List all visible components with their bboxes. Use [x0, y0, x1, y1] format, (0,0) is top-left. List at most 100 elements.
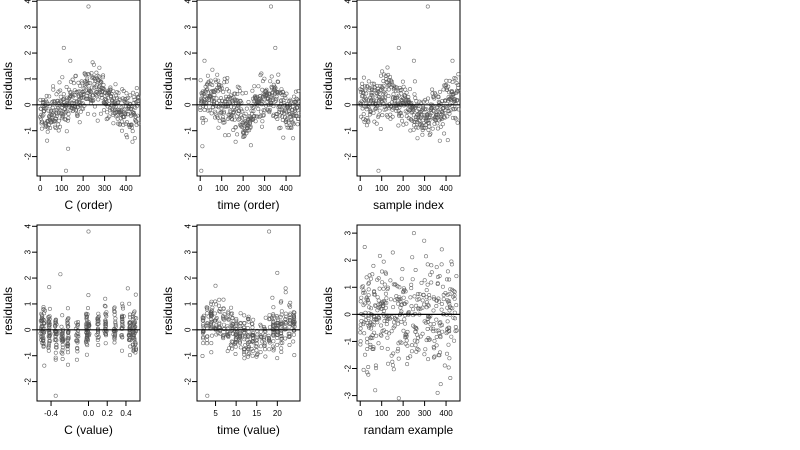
- data-point: [212, 311, 217, 316]
- data-point: [269, 74, 274, 79]
- data-point: [430, 87, 435, 92]
- data-point: [131, 316, 136, 321]
- data-point: [364, 275, 369, 280]
- data-point: [451, 294, 456, 299]
- data-point: [230, 346, 235, 351]
- x-axis-label: time (value): [217, 423, 280, 437]
- data-point: [383, 98, 388, 103]
- data-point: [53, 116, 58, 121]
- data-point: [291, 136, 296, 141]
- data-point: [61, 97, 66, 102]
- data-point: [421, 293, 426, 298]
- data-point: [390, 114, 395, 119]
- data-point: [78, 83, 83, 88]
- data-point: [376, 341, 381, 346]
- data-point: [365, 297, 370, 302]
- x-tick-label: 400: [439, 184, 453, 193]
- data-point: [251, 317, 256, 322]
- data-point: [372, 119, 377, 124]
- data-point: [230, 328, 235, 333]
- data-point: [279, 312, 284, 317]
- data-point: [45, 129, 50, 134]
- y-tick-label: 1: [344, 285, 353, 290]
- data-point: [422, 302, 427, 307]
- y-axis-label: residuals: [161, 287, 175, 335]
- y-tick-label: 4: [24, 224, 33, 229]
- data-point: [209, 350, 214, 355]
- data-point: [125, 286, 130, 291]
- data-point: [380, 113, 385, 118]
- data-point: [231, 128, 236, 133]
- data-point: [262, 347, 267, 352]
- data-point: [258, 344, 263, 349]
- data-point: [403, 87, 408, 92]
- plot-frame: [196, 224, 301, 402]
- data-point: [47, 338, 52, 343]
- data-point: [415, 136, 420, 141]
- data-point: [263, 103, 268, 108]
- data-point: [396, 123, 401, 128]
- data-point: [274, 314, 279, 319]
- data-point: [260, 339, 265, 344]
- data-point: [78, 100, 83, 105]
- data-point: [295, 105, 300, 110]
- data-point: [359, 101, 364, 106]
- data-point: [385, 65, 390, 70]
- data-point: [404, 90, 409, 95]
- data-point: [291, 120, 296, 125]
- data-point: [57, 80, 62, 85]
- data-point: [200, 144, 205, 149]
- data-point: [202, 58, 207, 63]
- data-point: [43, 106, 48, 111]
- data-point: [296, 111, 301, 116]
- data-point: [205, 337, 210, 342]
- data-point: [130, 314, 135, 319]
- data-point: [445, 319, 450, 324]
- data-point: [45, 138, 50, 143]
- data-point: [291, 328, 296, 333]
- data-point: [375, 295, 380, 300]
- data-point: [275, 342, 280, 347]
- data-point: [199, 116, 204, 121]
- data-point: [97, 74, 102, 79]
- y-tick-label: -1: [184, 127, 193, 135]
- data-point: [133, 350, 138, 355]
- data-point: [361, 75, 366, 80]
- data-point: [365, 370, 370, 375]
- y-tick-label: 0: [344, 312, 353, 317]
- data-point: [238, 334, 243, 339]
- data-point: [86, 229, 91, 234]
- data-point: [414, 125, 419, 130]
- data-point: [57, 124, 62, 129]
- data-point: [275, 315, 280, 320]
- data-point: [276, 110, 281, 115]
- data-point: [271, 305, 276, 310]
- scatter-points: [198, 4, 301, 173]
- data-point: [361, 112, 366, 117]
- data-point: [384, 296, 389, 301]
- data-point: [371, 97, 376, 102]
- data-point: [366, 316, 371, 321]
- data-point: [411, 127, 416, 132]
- data-point: [95, 335, 100, 340]
- data-point: [60, 351, 65, 356]
- data-point: [283, 109, 288, 114]
- data-point: [230, 340, 235, 345]
- data-point: [103, 320, 108, 325]
- data-point: [267, 313, 272, 318]
- data-point: [119, 332, 124, 337]
- data-point: [420, 331, 425, 336]
- data-point: [373, 388, 378, 393]
- data-point: [437, 89, 442, 94]
- data-point: [358, 342, 363, 347]
- data-point: [219, 106, 224, 111]
- data-point: [383, 87, 388, 92]
- data-point: [121, 324, 126, 329]
- data-point: [388, 278, 393, 283]
- data-point: [102, 108, 107, 113]
- data-point: [402, 317, 407, 322]
- data-point: [395, 349, 400, 354]
- data-point: [128, 93, 133, 98]
- data-point: [230, 321, 235, 326]
- data-point: [431, 295, 436, 300]
